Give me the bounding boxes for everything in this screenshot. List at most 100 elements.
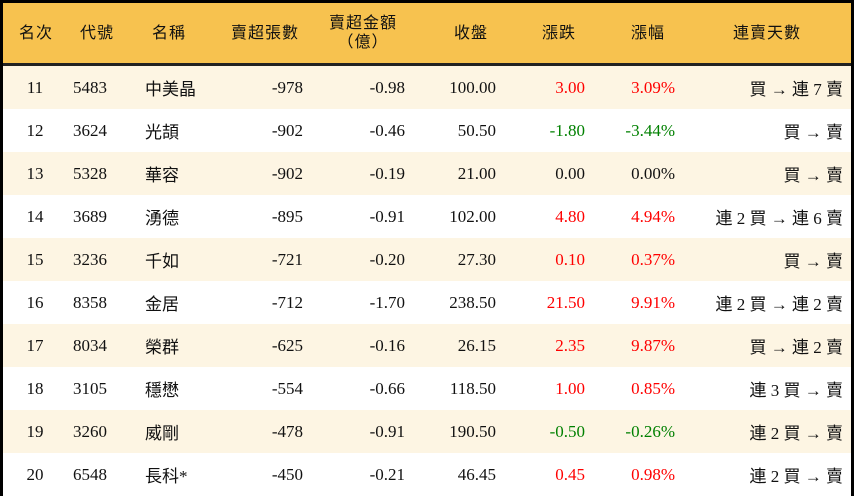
name-cell: 湧德 [145,209,179,228]
name-cell: 千如 [145,252,179,271]
header-change-pct: 漲幅 [630,24,665,42]
rank-cell: 14 [26,206,44,226]
table-row: 20 6548 長科* -450 -0.21 46.45 0.45 0.98% 連 2 買 → … [3,453,851,496]
table-header: 名次 代號 名稱 賣超張數 賣超金額 （億） 收盤 漲跌 漲幅 連賣天數 [3,3,851,66]
close-cell: 238.50 [449,292,496,312]
table-row: 18 3105 穩懋 -554 -0.66 118.50 1.00 0.85% 連 3 買 → … [3,367,851,410]
change-pct-cell: 0.85% [631,378,675,398]
code-cell: 8358 [73,292,107,312]
header-close: 收盤 [453,24,488,42]
sell-amount-cell: -0.19 [369,163,405,183]
header-sell-amount: 賣超金額 （億） [328,15,397,51]
sell-volume-cell: -902 [271,120,303,140]
close-cell: 190.50 [449,421,496,441]
rank-cell: 12 [26,120,44,140]
table-row: 11 5483 中美晶 -978 -0.98 100.00 3.00 3.09% 買 → 連 7… [3,66,851,109]
code-cell: 8034 [73,335,107,355]
streak-cell: 買 → 連 7 賣 [749,80,844,99]
change-pct-cell: 4.94% [631,206,675,226]
change-cell: 0.10 [555,249,585,269]
close-cell: 26.15 [457,335,496,355]
table-row: 19 3260 威剛 -478 -0.91 190.50 -0.50 -0.26% 連 2 買 … [3,410,851,453]
sell-amount-cell: -0.21 [369,464,405,484]
name-cell: 威剛 [145,424,179,443]
rank-cell: 13 [26,163,44,183]
change-cell: 0.45 [555,464,585,484]
sell-amount-cell: -0.91 [369,206,405,226]
sell-amount-cell: -1.70 [369,292,405,312]
table-row: 13 5328 華容 -902 -0.19 21.00 0.00 0.00% 買 → 賣 [3,152,851,195]
rank-cell: 19 [26,421,44,441]
close-cell: 118.50 [449,378,496,398]
table-row: 17 8034 榮群 -625 -0.16 26.15 2.35 9.87% 買 → 連 2 賣 [3,324,851,367]
streak-cell: 連 2 買 → 賣 [749,424,844,443]
sell-amount-cell: -0.91 [369,421,405,441]
name-cell: 金居 [145,295,179,314]
header-code: 代號 [79,24,114,42]
sell-amount-cell: -0.46 [369,120,405,140]
close-cell: 102.00 [449,206,496,226]
code-cell: 5483 [73,77,107,97]
close-cell: 46.45 [457,464,496,484]
header-name: 名稱 [151,24,186,42]
change-pct-cell: -3.44% [625,120,675,140]
table-row: 15 3236 千如 -721 -0.20 27.30 0.10 0.37% 買 → 賣 [3,238,851,281]
change-pct-cell: 0.37% [631,249,675,269]
name-cell: 中美晶 [145,80,196,99]
change-cell: 1.00 [555,378,585,398]
change-pct-cell: -0.26% [625,421,675,441]
code-cell: 6548 [73,464,107,484]
table-row: 14 3689 湧德 -895 -0.91 102.00 4.80 4.94% 連 2 買 → … [3,195,851,238]
streak-cell: 買 → 賣 [783,123,844,142]
change-pct-cell: 0.00% [631,163,675,183]
change-cell: 4.80 [555,206,585,226]
header-streak: 連賣天數 [732,24,801,42]
streak-cell: 買 → 賣 [783,166,844,185]
streak-cell: 買 → 賣 [783,252,844,271]
rank-cell: 18 [26,378,44,398]
table-row: 16 8358 金居 -712 -1.70 238.50 21.50 9.91% 連 2 買 →… [3,281,851,324]
change-pct-cell: 3.09% [631,77,675,97]
sell-amount-cell: -0.66 [369,378,405,398]
code-cell: 3260 [73,421,107,441]
streak-cell: 連 2 買 → 連 2 賣 [715,295,844,314]
sell-amount-cell: -0.20 [369,249,405,269]
change-cell: 2.35 [555,335,585,355]
close-cell: 21.00 [457,163,496,183]
sell-volume-cell: -450 [271,464,303,484]
change-cell: -1.80 [549,120,585,140]
name-cell: 榮群 [145,338,179,357]
change-pct-cell: 9.91% [631,292,675,312]
sell-volume-cell: -721 [271,249,303,269]
change-cell: 0.00 [555,163,585,183]
sell-volume-cell: -712 [271,292,303,312]
table-body: 11 5483 中美晶 -978 -0.98 100.00 3.00 3.09% 買 → 連 7… [3,66,851,496]
code-cell: 3624 [73,120,107,140]
code-cell: 3689 [73,206,107,226]
sell-amount-cell: -0.98 [369,77,405,97]
close-cell: 27.30 [457,249,496,269]
change-cell: -0.50 [549,421,585,441]
sell-volume-cell: -554 [271,378,303,398]
streak-cell: 買 → 連 2 賣 [749,338,844,357]
sell-amount-cell: -0.16 [369,335,405,355]
header-sell-volume: 賣超張數 [230,24,299,42]
rank-cell: 11 [26,77,44,97]
sell-volume-cell: -478 [271,421,303,441]
streak-cell: 連 2 買 → 賣 [749,467,844,486]
sell-volume-cell: -902 [271,163,303,183]
change-pct-cell: 9.87% [631,335,675,355]
change-cell: 3.00 [555,77,585,97]
code-cell: 3105 [73,378,107,398]
sell-volume-cell: -895 [271,206,303,226]
name-cell: 華容 [145,166,179,185]
header-change: 漲跌 [541,24,576,42]
close-cell: 100.00 [449,77,496,97]
change-cell: 21.50 [546,292,585,312]
streak-cell: 連 2 買 → 連 6 賣 [715,209,844,228]
table-row: 12 3624 光頡 -902 -0.46 50.50 -1.80 -3.44% 買 → 賣 [3,109,851,152]
name-cell: 穩懋 [145,381,179,400]
sell-volume-cell: -625 [271,335,303,355]
rank-cell: 20 [26,464,44,484]
